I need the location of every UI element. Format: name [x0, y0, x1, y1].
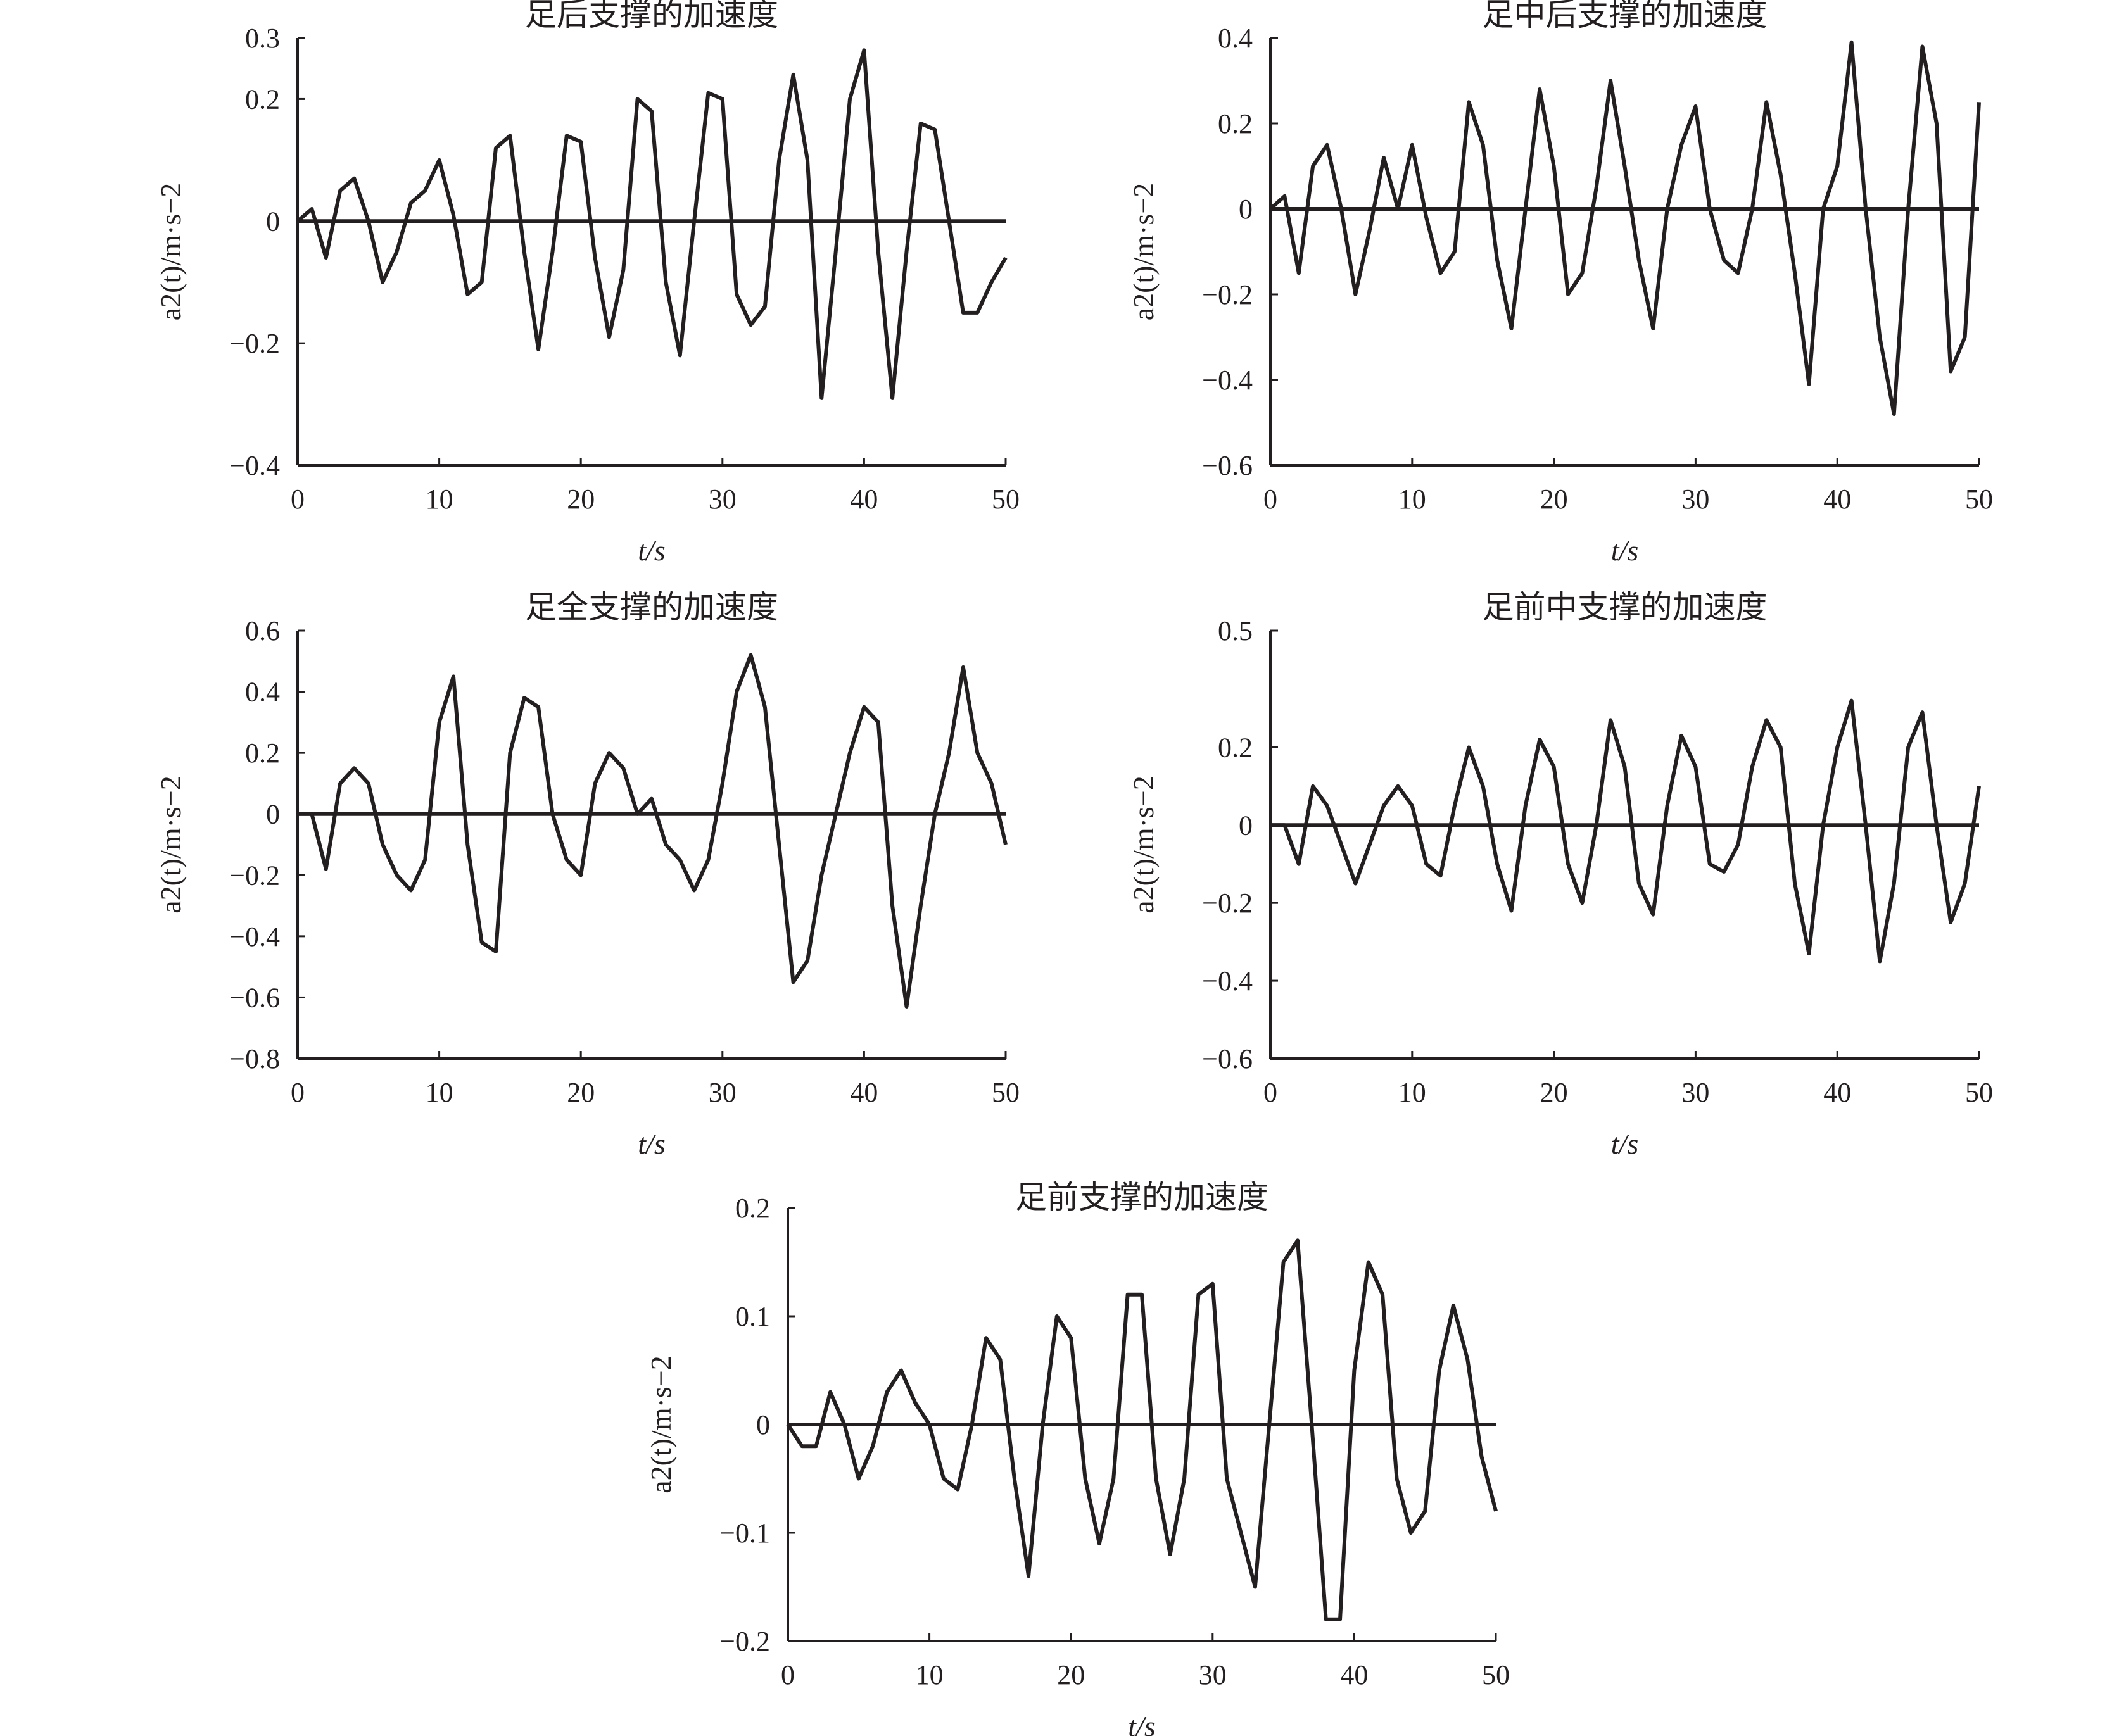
y-tick-label: −0.4	[1202, 965, 1253, 997]
x-tick-label: 50	[1965, 1077, 1993, 1108]
series-line	[1270, 698, 1981, 964]
x-tick-label: 0	[291, 484, 305, 515]
x-tick-label: 50	[992, 484, 1020, 515]
y-tick-label: −0.2	[1202, 279, 1253, 310]
y-tick-label: −0.6	[1202, 1043, 1253, 1074]
y-axis-title: a2(t)/m·s−2	[1127, 183, 1160, 321]
series-line	[298, 653, 1008, 1009]
chart-title: 足后支撑的加速度	[525, 0, 778, 33]
x-tick-label: 10	[1398, 484, 1426, 515]
series-line	[296, 48, 1008, 400]
x-tick-label: 20	[1540, 484, 1568, 515]
y-tick-label: 0.2	[1218, 108, 1253, 139]
x-tick-label: 40	[1823, 484, 1851, 515]
chart-panel-3: 0.6 0.4 0.2 0 −0.2 −0.4 −0.6 −0.8 0 10 20 30 40 50 足全支…	[155, 589, 1020, 1160]
x-tick-label: 40	[1340, 1659, 1368, 1690]
x-tick-label: 30	[1681, 1077, 1709, 1108]
x-tick-label: 0	[291, 1077, 305, 1108]
chart-panel-5: 0.2 0.1 0 −0.1 −0.2 0 10 20 30 40 50 足前支撑的加速度 t/s a2(…	[645, 1179, 1510, 1736]
y-tick-label: 0	[266, 206, 280, 237]
x-tick-label: 20	[567, 1077, 595, 1108]
x-tick-label: 50	[1965, 484, 1993, 515]
chart-title: 足中后支撑的加速度	[1483, 0, 1768, 33]
y-tick-label: 0.2	[245, 738, 280, 769]
y-tick-label: 0.3	[245, 23, 280, 54]
x-tick-label: 40	[850, 1077, 878, 1108]
y-tick-label: 0.1	[735, 1301, 770, 1332]
y-tick-label: 0.4	[1218, 23, 1253, 54]
y-tick-label: 0	[1239, 194, 1253, 225]
y-tick-label: 0	[266, 799, 280, 830]
y-tick-label: −0.6	[229, 982, 280, 1013]
y-tick-label: −0.8	[229, 1043, 280, 1074]
y-tick-label: 0.6	[245, 615, 280, 646]
y-tick-label: 0.2	[735, 1193, 770, 1224]
x-tick-label: 30	[1199, 1659, 1227, 1690]
x-tick-label: 10	[426, 484, 453, 515]
y-tick-label: −0.6	[1202, 450, 1253, 481]
x-tick-label: 50	[1482, 1659, 1510, 1690]
chart-title: 足全支撑的加速度	[525, 589, 778, 626]
x-tick-label: 40	[1823, 1077, 1851, 1108]
x-tick-label: 20	[1540, 1077, 1568, 1108]
x-tick-label: 10	[426, 1077, 453, 1108]
x-axis-title: t/s	[638, 1128, 665, 1160]
y-tick-label: −0.2	[1202, 888, 1253, 919]
y-tick-label: −0.1	[719, 1518, 770, 1549]
y-tick-label: 0.5	[1218, 615, 1253, 646]
y-tick-label: −0.2	[229, 328, 280, 359]
y-tick-label: 0	[756, 1409, 770, 1440]
chart-panel-1: 0.3 0.2 0 −0.2 −0.4 0 10 20 30 40 50 足后支撑的加速度 t/s a2(…	[155, 0, 1020, 567]
x-tick-label: 30	[709, 1077, 737, 1108]
x-tick-label: 30	[709, 484, 737, 515]
y-tick-label: −0.4	[229, 921, 280, 952]
y-tick-label: 0.2	[245, 84, 280, 115]
x-axis-title: t/s	[638, 534, 665, 567]
x-tick-label: 30	[1681, 484, 1709, 515]
y-tick-label: 0	[1239, 810, 1253, 841]
x-tick-label: 0	[781, 1659, 795, 1690]
x-axis-title: t/s	[1128, 1710, 1155, 1736]
x-tick-label: 10	[916, 1659, 944, 1690]
x-axis-title: t/s	[1611, 1128, 1638, 1160]
y-tick-label: −0.4	[1202, 365, 1253, 396]
y-tick-label: −0.2	[719, 1626, 770, 1657]
series-line	[786, 1238, 1498, 1621]
y-axis-title: a2(t)/m·s−2	[645, 1355, 677, 1494]
y-axis-title: a2(t)/m·s−2	[155, 776, 187, 914]
x-axis-title: t/s	[1611, 534, 1638, 567]
x-tick-label: 0	[1263, 484, 1277, 515]
y-tick-label: −0.4	[229, 450, 280, 481]
y-axis-title: a2(t)/m·s−2	[1127, 776, 1160, 914]
x-tick-label: 40	[850, 484, 878, 515]
chart-title: 足前支撑的加速度	[1015, 1179, 1268, 1216]
y-axis-title: a2(t)/m·s−2	[155, 183, 187, 321]
x-tick-label: 50	[992, 1077, 1020, 1108]
chart-panel-2: 0.4 0.2 0 −0.2 −0.4 −0.6 0 10 20 30 40 50 足中后支撑的加速度 t…	[1127, 0, 1993, 567]
chart-title: 足前中支撑的加速度	[1483, 589, 1768, 626]
x-tick-label: 10	[1398, 1077, 1426, 1108]
x-tick-label: 20	[567, 484, 595, 515]
x-tick-label: 20	[1057, 1659, 1085, 1690]
x-tick-label: 0	[1263, 1077, 1277, 1108]
y-tick-label: −0.2	[229, 860, 280, 891]
y-tick-label: 0.2	[1218, 732, 1253, 763]
series-line	[1268, 40, 1981, 416]
y-tick-label: 0.4	[245, 677, 280, 708]
chart-panel-4: 0.5 0.2 0 −0.2 −0.4 −0.6 0 10 20 30 40 50 足前中支撑的加速度 t…	[1127, 589, 1993, 1160]
